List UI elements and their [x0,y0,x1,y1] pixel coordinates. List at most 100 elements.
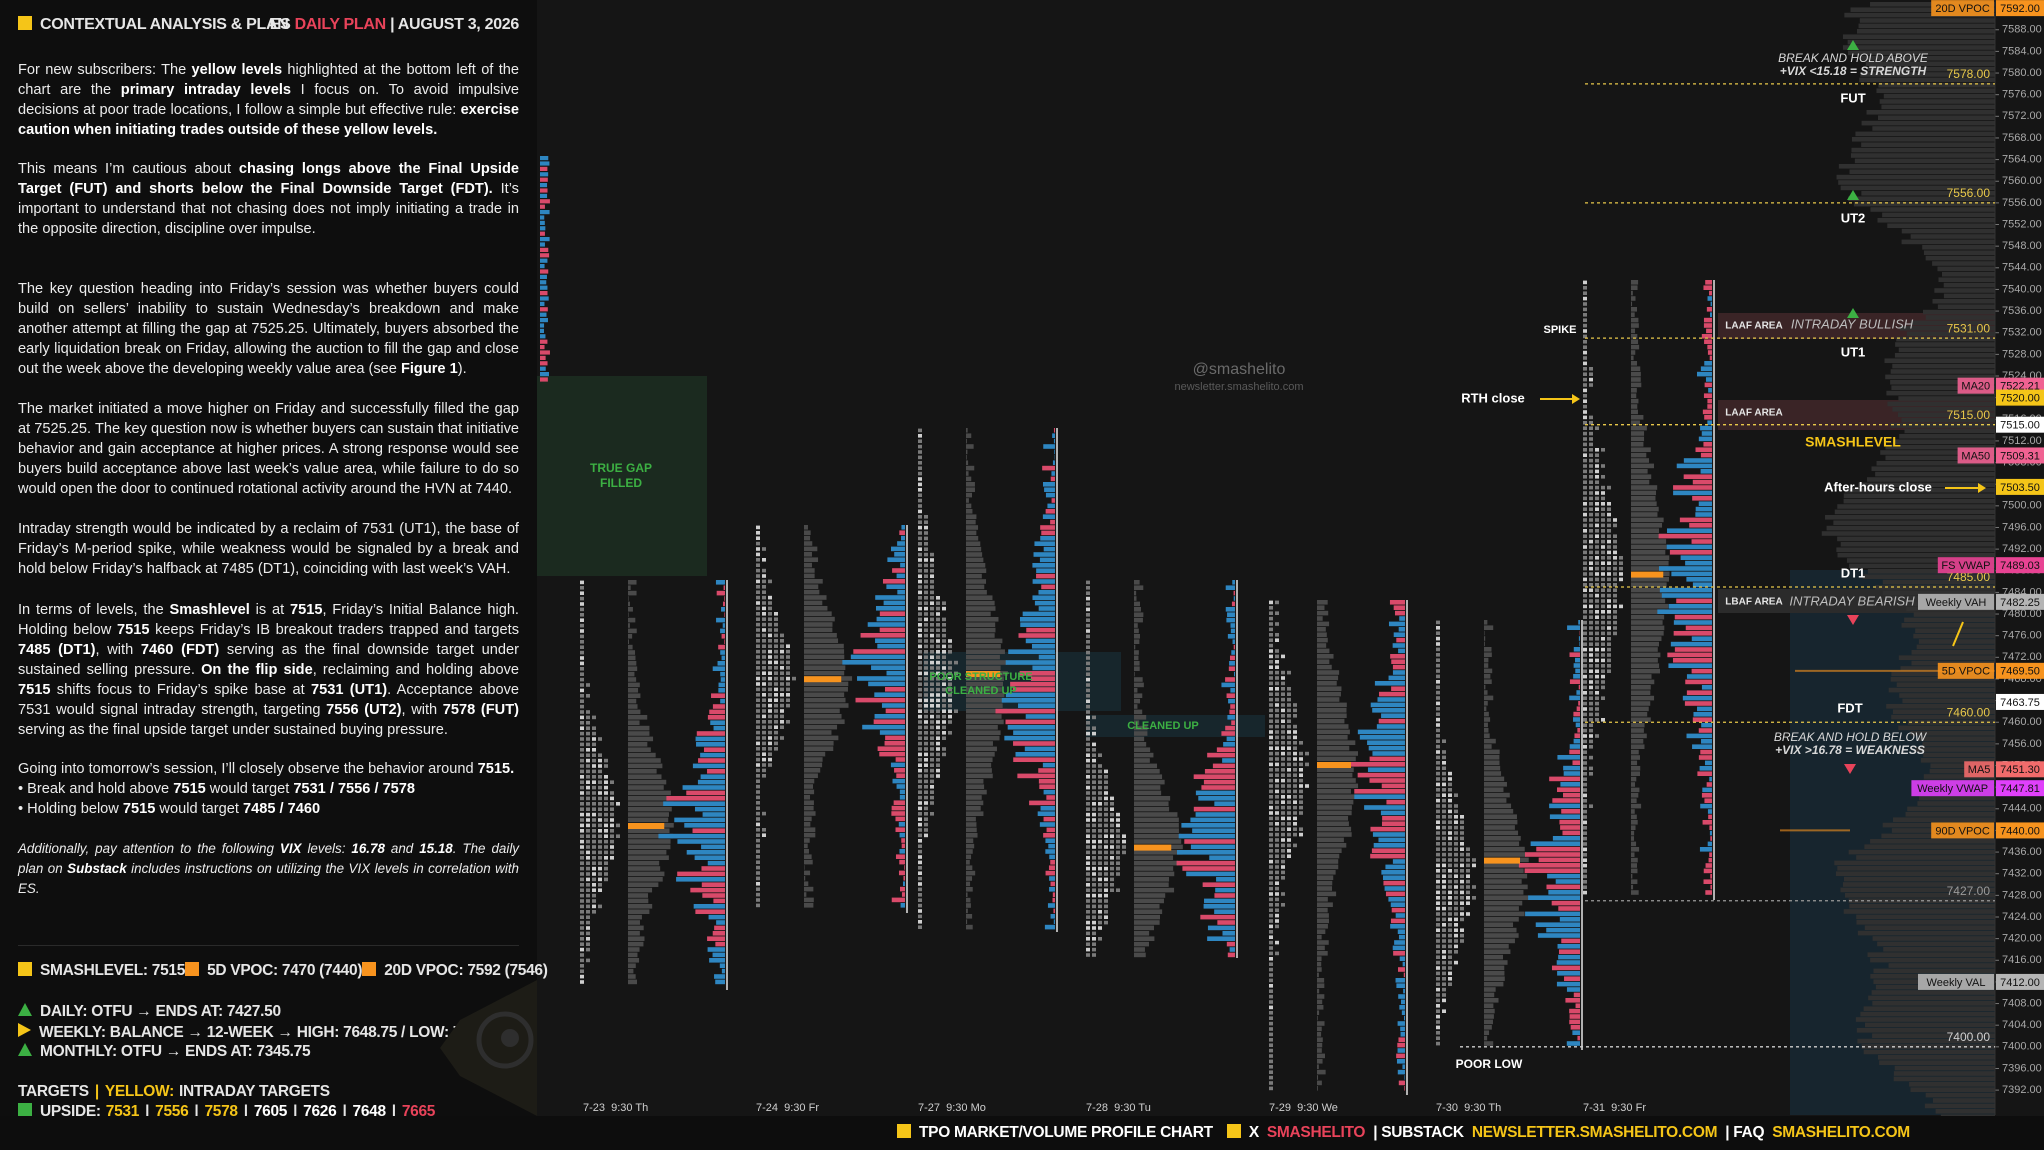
tpo-bar [966,838,974,843]
tpo-letter [1454,831,1458,835]
tpo-letter [936,633,940,638]
volume-bar [1228,666,1235,671]
volume-bar [676,877,725,882]
tpo-letter [1098,872,1102,876]
tpo-bar [1317,848,1342,853]
density-bar [1878,83,1995,88]
volume-bar [1573,711,1580,717]
volume-bar [1176,860,1235,866]
summary-square [18,962,32,976]
y-tick-label: 7424.00 [2002,911,2042,923]
volume-bar [1400,999,1405,1005]
tpo-letter [918,806,922,811]
tpo-letter [1275,665,1279,669]
tpo-letter [756,784,760,789]
volume-bar [1672,658,1712,663]
tpo-letter [586,737,590,741]
tpo-letter [762,612,766,616]
tpo-letter [1293,789,1297,794]
tpo-letter [1589,718,1593,722]
volume-bar [1225,677,1235,682]
tpo-letter [1098,904,1102,909]
tpo-letter [780,714,784,719]
volume-bar [709,709,725,715]
volume-bar [701,844,725,850]
volume-bar [1225,725,1235,731]
tpo-bar [1484,819,1518,825]
tpo-letter [586,893,590,898]
density-bar [1892,407,1995,412]
tpo-letter [1086,883,1090,887]
down-triangle [1844,764,1856,774]
tpo-bar [966,665,1001,671]
bold-text: 7485 / 7460 [243,801,321,817]
tpo-letter [1454,852,1458,857]
tpo-bar [1134,790,1162,796]
tpo-letter [924,606,928,611]
volume-bar [540,361,548,366]
tpo-bar [1134,752,1154,758]
tpo-letter [1269,1000,1273,1004]
tpo-bar [1484,830,1519,836]
tpo-letter [954,709,958,713]
volume-bar [894,552,905,557]
tpo-letter [1098,845,1102,849]
volume-bar [1392,945,1405,951]
tpo-letter [924,655,928,659]
tpo-letter [1448,885,1452,889]
density-bar [1904,428,1995,434]
tpo-letter [756,865,760,870]
tpo-bar [1134,806,1170,812]
bold-text: 7515 [18,682,51,698]
tpo-letter [1092,726,1096,730]
tpo-letter [1601,545,1605,549]
tpo-letter [1619,566,1623,571]
tpo-bar [966,449,968,455]
tpo-bar [966,622,996,627]
tpo-letter [1436,971,1440,976]
tpo-letter [1589,647,1593,652]
volume-bar [1369,778,1405,783]
tpo-letter [580,607,584,612]
volume-bar [1549,803,1580,809]
volume-bar [1573,738,1580,744]
tpo-letter [1589,415,1593,420]
tpo-letter [762,590,766,594]
tpo-letter [1595,469,1599,474]
tpo-letter [1448,836,1452,841]
tpo-bar [1631,593,1663,598]
tpo-letter [1281,724,1285,729]
tpo-bar [1134,941,1149,947]
y-tick-label: 7568.00 [2002,132,2042,144]
tpo-letter [1607,512,1611,517]
tpo-letter [1589,464,1593,468]
tpo-bar [1631,377,1641,382]
tpo-bar [1317,713,1347,718]
volume-bar [1045,870,1055,876]
tpo-letter [762,622,766,627]
tpo-letter [1436,636,1440,641]
tpo-letter [1092,904,1096,909]
tpo-bar [1484,987,1496,992]
tpo-bar [628,806,672,812]
tpo-bar [1631,393,1637,398]
volume-bar [1377,697,1405,702]
tpo-letter [918,677,922,681]
tpo-bar [1631,695,1655,701]
tpo-letter [1275,670,1279,675]
tpo-letter [1092,845,1096,849]
volume-bar [1561,938,1580,944]
tpo-bar [966,757,993,762]
header-square [18,16,32,30]
tpo-letter [1110,834,1114,838]
density-bar [1879,1060,1995,1065]
tpo-letter [580,661,584,666]
tpo-letter [1583,313,1587,317]
tpo-letter [930,617,934,622]
tpo-letter [948,666,952,670]
tpo-letter [1589,561,1593,565]
tpo-bar [1631,841,1637,847]
tpo-bar [966,519,976,525]
tpo-bar [966,698,1007,703]
tpo-letter [1601,604,1605,609]
